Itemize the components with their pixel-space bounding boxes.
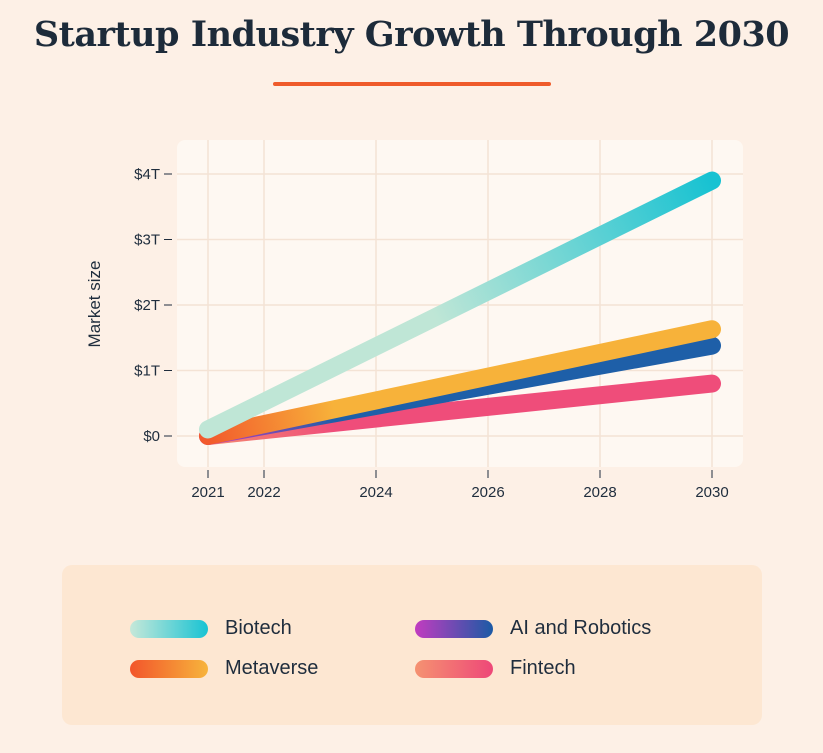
x-axis-ticks: 2021 2022 2024 2026 2028 2030 [191, 470, 729, 501]
y-tick-label: $1T [134, 363, 160, 380]
x-tick-label: 2021 [191, 484, 224, 501]
series-line-metaverse [199, 320, 721, 445]
legend-item-ai-and-robotics: AI and Robotics [415, 617, 651, 640]
legend-label: Metaverse [225, 657, 319, 679]
legend-item-metaverse: Metaverse [130, 657, 318, 680]
page-title: Startup Industry Growth Through 2030 [33, 14, 790, 55]
y-axis-label: Market size [85, 261, 104, 348]
legend: Biotech AI and Robotics Metaverse Fintec… [62, 565, 762, 725]
series-lines [199, 171, 721, 445]
x-tick-label: 2030 [695, 484, 728, 501]
title-underline [273, 82, 551, 86]
y-tick-label: $0 [143, 428, 160, 445]
legend-item-fintech: Fintech [415, 657, 576, 680]
legend-swatch-ai-and-robotics [415, 619, 493, 638]
legend-swatch-fintech [415, 659, 493, 678]
legend-label: Fintech [510, 657, 576, 679]
y-axis-ticks: $0 $1T $2T $3T $4T [134, 166, 172, 445]
x-tick-label: 2022 [247, 484, 280, 501]
series-line-biotech [199, 171, 721, 439]
legend-label: Biotech [225, 617, 292, 639]
legend-item-biotech: Biotech [130, 617, 292, 640]
x-tick-label: 2028 [583, 484, 616, 501]
legend-label: AI and Robotics [510, 617, 652, 639]
y-tick-label: $2T [134, 297, 160, 314]
y-tick-label: $4T [134, 166, 160, 183]
x-tick-label: 2024 [359, 484, 392, 501]
legend-swatch-biotech [130, 619, 208, 638]
x-tick-label: 2026 [471, 484, 504, 501]
y-tick-label: $3T [134, 232, 160, 249]
line-chart: $0$1T$2T$3T$4T 2021 2022 2024 2026 2028 2030 … [85, 140, 743, 501]
legend-swatch-metaverse [130, 659, 208, 678]
